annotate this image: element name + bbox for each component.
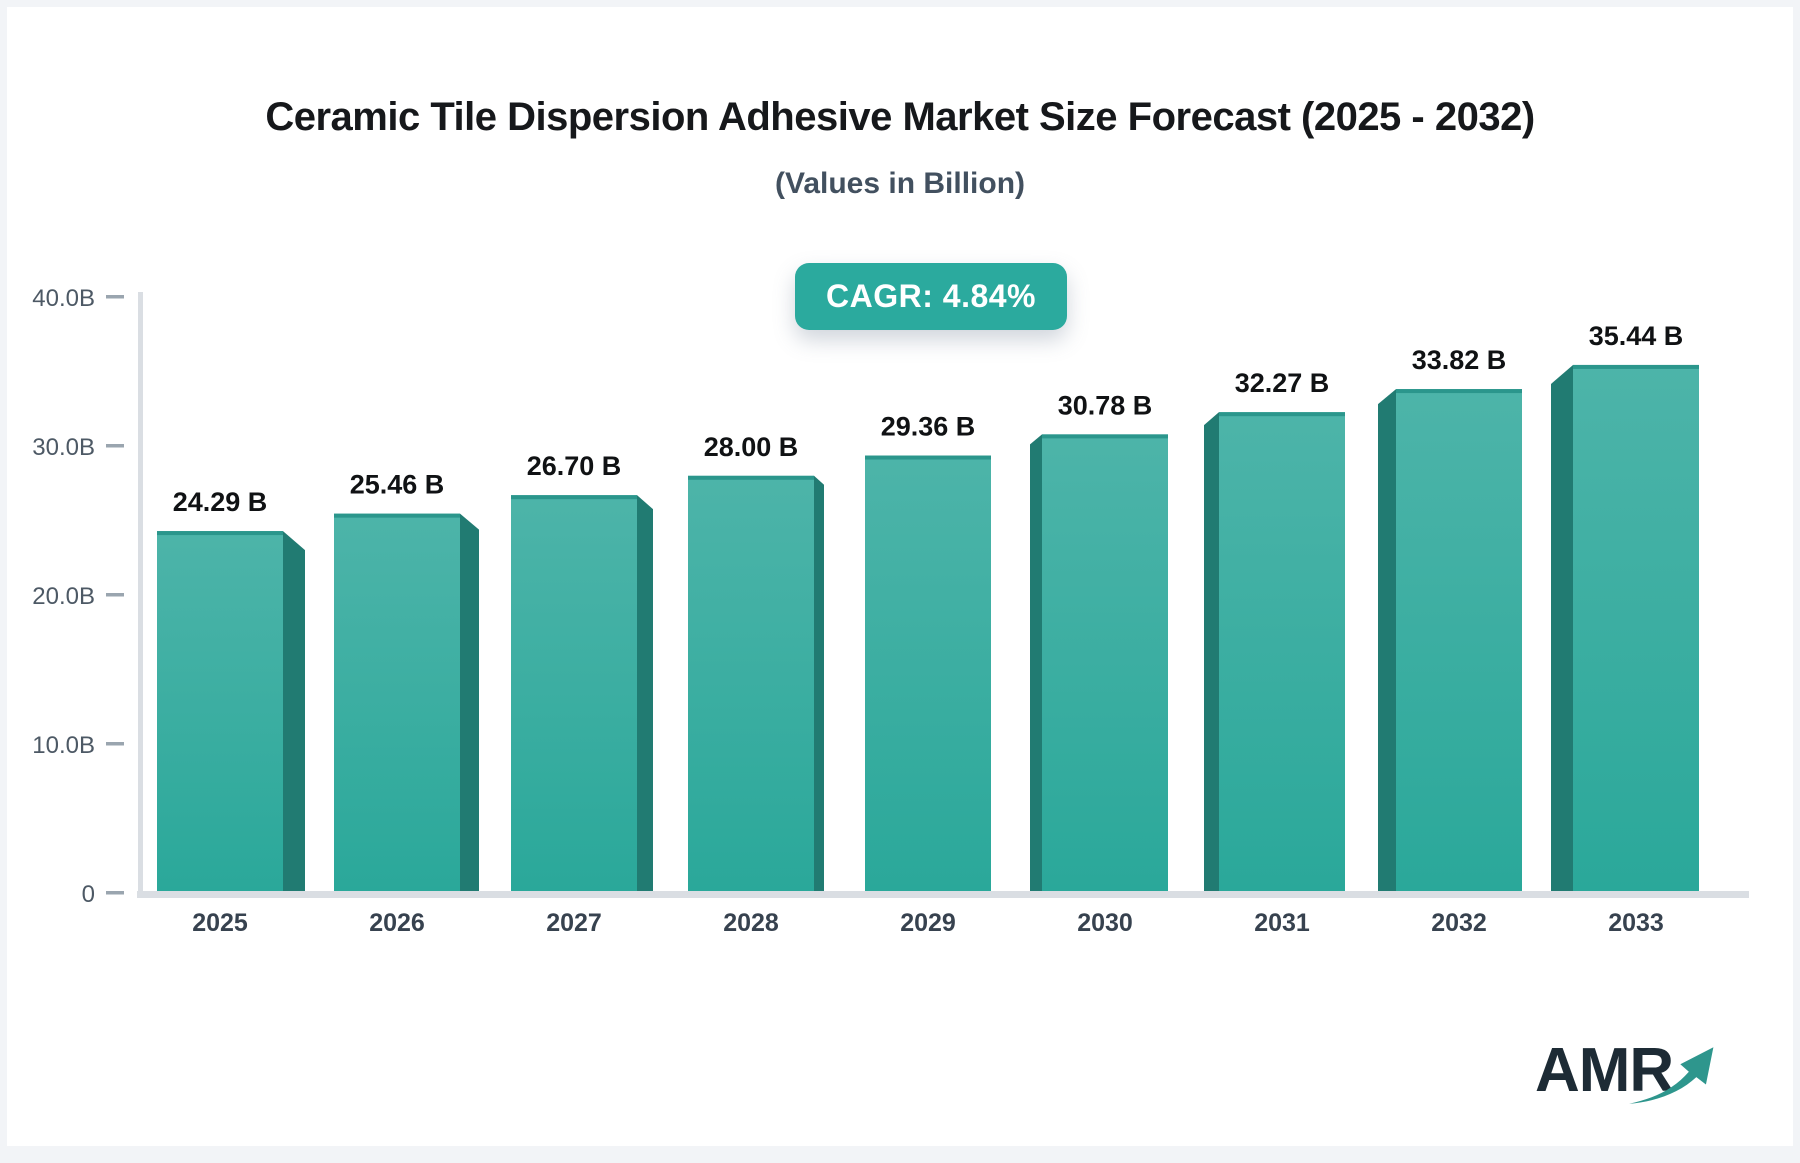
bar-group-2033: 35.44 B 2033 xyxy=(1551,321,1699,937)
bar-group-2025: 24.29 B 2025 xyxy=(157,487,305,937)
bar-value-label: 26.70 B xyxy=(527,451,622,481)
bar-top-edge xyxy=(1396,389,1522,394)
bar-value-label: 32.27 B xyxy=(1235,368,1330,398)
y-tick-label: 10.0B xyxy=(32,732,95,759)
x-axis-year-label: 2025 xyxy=(192,909,248,937)
x-axis-year-label: 2026 xyxy=(369,909,425,937)
bar-group-2030: 30.78 B 2030 xyxy=(1030,390,1168,937)
bar-value-label: 24.29 B xyxy=(173,487,268,517)
y-tick-mark xyxy=(106,593,124,597)
chart-card: Ceramic Tile Dispersion Adhesive Market … xyxy=(7,7,1793,1146)
bar-value-label: 25.46 B xyxy=(350,470,445,500)
bar-side-face xyxy=(283,531,305,893)
y-tick-label: 40.0B xyxy=(32,285,95,312)
bar-front-face xyxy=(688,475,814,893)
bar-top-edge xyxy=(334,513,460,518)
bar-front-face xyxy=(1573,364,1699,894)
bar-top-edge xyxy=(1219,412,1345,417)
bar-group-2031: 32.27 B 2031 xyxy=(1204,368,1345,937)
bar-top-edge xyxy=(1573,364,1699,369)
bar-group-2029: 29.36 B 2029 xyxy=(865,412,991,937)
amr-logo-text: AMR xyxy=(1535,1036,1674,1105)
y-tick-label: 0 xyxy=(82,881,95,908)
y-tick-mark xyxy=(106,891,124,895)
bar-value-label: 35.44 B xyxy=(1589,321,1684,351)
bar-front-face xyxy=(1219,412,1345,893)
bar-top-edge xyxy=(688,475,814,480)
growth-arrow-icon xyxy=(1629,1047,1714,1104)
bar-value-label: 29.36 B xyxy=(881,412,976,442)
bar-top-edge xyxy=(157,531,283,536)
bar-group-2027: 26.70 B 2027 xyxy=(511,451,653,937)
y-tick-mark xyxy=(106,444,124,448)
bar-group-2032: 33.82 B 2032 xyxy=(1378,345,1522,937)
bar-side-face xyxy=(814,475,824,893)
bar-front-face xyxy=(334,513,460,893)
bar-top-edge xyxy=(865,455,991,460)
x-axis-year-label: 2033 xyxy=(1608,909,1664,937)
bar-side-face xyxy=(1204,412,1219,893)
y-axis-line xyxy=(138,292,143,897)
bar-group-2026: 25.46 B 2026 xyxy=(334,470,479,937)
bar-side-face xyxy=(1551,364,1573,894)
y-tick-mark xyxy=(106,742,124,746)
bar-value-label: 28.00 B xyxy=(704,432,799,462)
chart-title: Ceramic Tile Dispersion Adhesive Market … xyxy=(265,95,1535,139)
y-tick-label: 30.0B xyxy=(32,434,95,461)
bar-front-face xyxy=(1042,434,1168,893)
bar-side-face xyxy=(460,513,479,893)
x-axis-year-label: 2029 xyxy=(900,909,956,937)
bar-value-label: 30.78 B xyxy=(1058,390,1153,420)
bar-side-face xyxy=(1030,434,1042,893)
bar-top-edge xyxy=(511,495,637,500)
x-axis-baseline xyxy=(137,891,1749,898)
bar-front-face xyxy=(1396,389,1522,893)
cagr-badge: CAGR: 4.84% xyxy=(795,263,1067,330)
y-tick-mark xyxy=(106,295,124,299)
bar-front-face xyxy=(511,495,637,893)
bar-group-2028: 28.00 B 2028 xyxy=(688,432,824,937)
bar-front-face xyxy=(865,455,991,893)
chart-subtitle: (Values in Billion) xyxy=(774,167,1026,200)
bar-top-edge xyxy=(1042,434,1168,439)
x-axis-year-label: 2028 xyxy=(723,909,779,937)
cagr-badge-label: CAGR: 4.84% xyxy=(826,278,1036,314)
bar-side-face xyxy=(637,495,653,893)
y-tick-label: 20.0B xyxy=(32,583,95,610)
bar-value-label: 33.82 B xyxy=(1412,345,1507,375)
x-axis-year-label: 2032 xyxy=(1431,909,1487,937)
bar-side-face xyxy=(1378,389,1396,893)
bar-front-face xyxy=(157,531,283,893)
x-axis-year-label: 2030 xyxy=(1077,909,1133,937)
amr-logo: AMR xyxy=(1535,1035,1735,1125)
x-axis-year-label: 2027 xyxy=(546,909,602,937)
x-axis-year-label: 2031 xyxy=(1254,909,1310,937)
